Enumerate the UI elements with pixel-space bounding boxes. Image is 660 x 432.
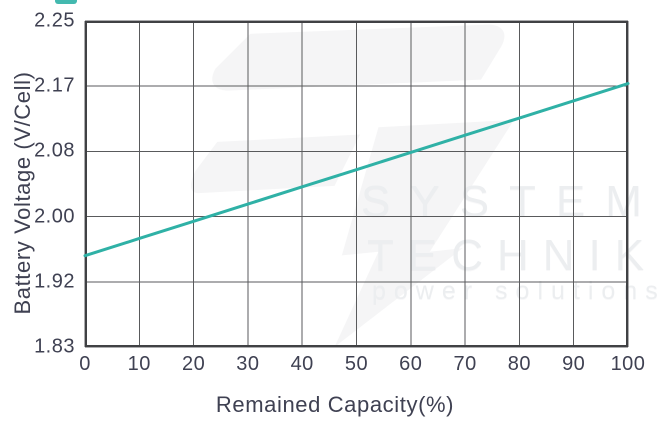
x-tick-label: 0 bbox=[79, 353, 91, 375]
y-tick-label: 2.00 bbox=[34, 205, 75, 228]
battery-voltage-line bbox=[83, 82, 630, 258]
x-tick-label: 20 bbox=[181, 353, 206, 375]
y-tick-label: 1.83 bbox=[34, 335, 75, 358]
x-tick-label: 70 bbox=[453, 353, 477, 375]
x-tick-label: 40 bbox=[290, 353, 314, 375]
x-tick-label: 90 bbox=[562, 353, 586, 375]
x-axis-tick-labels: 0 10 20 30 40 50 60 70 80 90 100 bbox=[79, 353, 645, 377]
x-tick-label: 10 bbox=[127, 353, 151, 375]
x-tick-label: 30 bbox=[236, 353, 260, 375]
plot-area: SYSTEM TECHNIK power solutions bbox=[83, 20, 658, 348]
x-tick-label: 50 bbox=[344, 353, 369, 375]
y-tick-label: 2.25 bbox=[34, 9, 75, 32]
y-axis-tick-labels: 2.25 2.17 2.08 2.00 1.92 1.83 bbox=[0, 10, 79, 358]
y-tick-label: 2.08 bbox=[34, 139, 75, 162]
x-tick-label: 60 bbox=[399, 353, 423, 375]
x-tick-label: 100 bbox=[610, 353, 646, 375]
plot-border bbox=[85, 21, 628, 347]
y-tick-label: 2.17 bbox=[34, 74, 75, 97]
top-edge-teal-artifact bbox=[55, 0, 77, 4]
y-tick-label: 1.92 bbox=[34, 270, 75, 293]
plot-svg bbox=[83, 20, 630, 348]
x-tick-label: 80 bbox=[507, 353, 532, 375]
x-axis-title: Remained Capacity(%) bbox=[215, 392, 455, 417]
